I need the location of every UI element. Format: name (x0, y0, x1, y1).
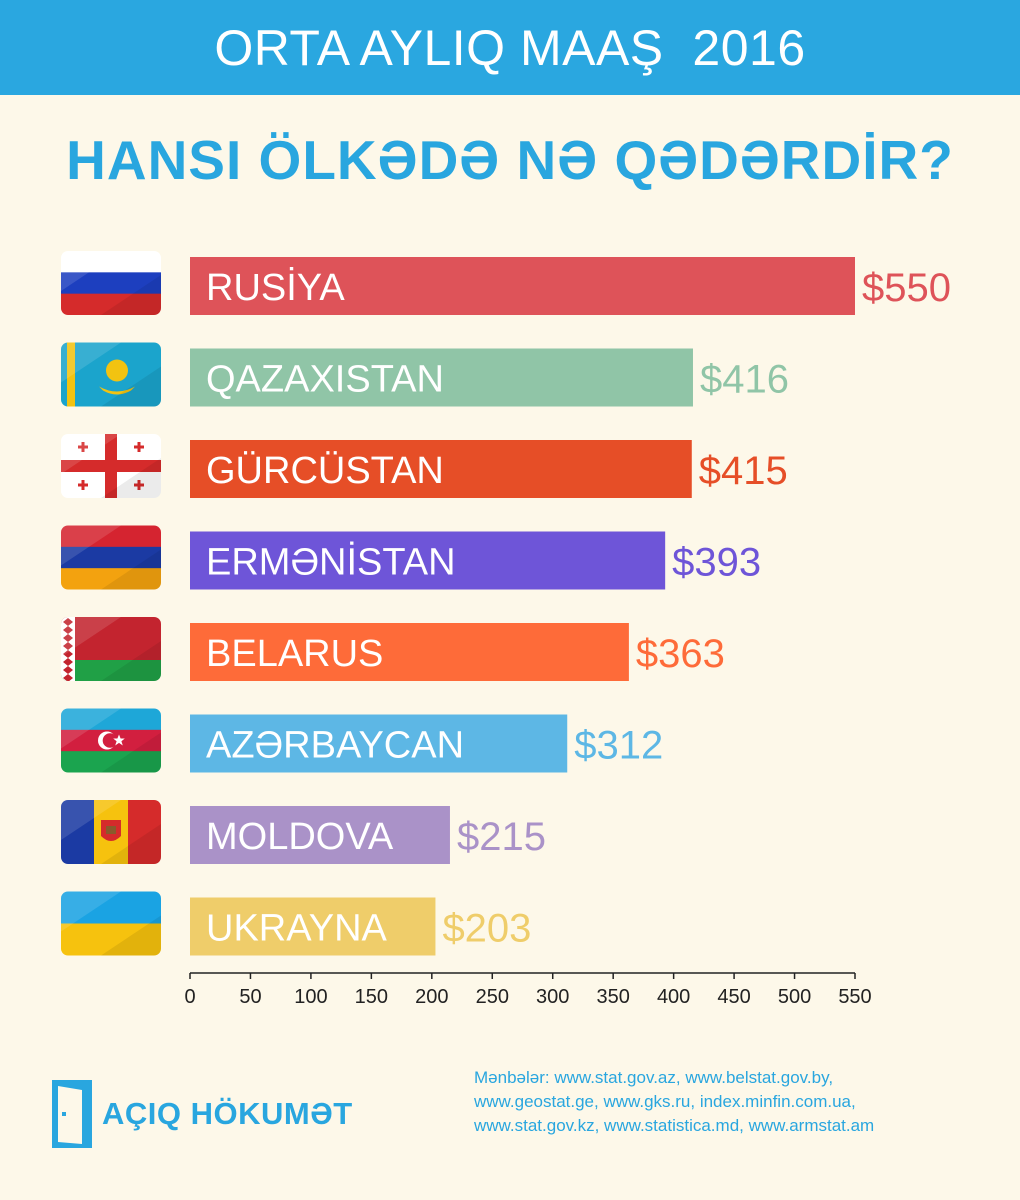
ukraine-flag (61, 891, 161, 956)
bar (190, 257, 855, 315)
x-tick-label: 350 (596, 986, 629, 1008)
bar-category-label: GÜRCÜSTAN (206, 450, 444, 492)
bar (190, 440, 692, 498)
x-tick-label: 450 (717, 986, 750, 1008)
logo-text: AÇIQ HÖKUMƏT (102, 1096, 353, 1131)
bar-category-label: AZƏRBAYCAN (206, 725, 464, 767)
page-subtitle: HANSI ÖLKƏDƏ NƏ QƏDƏRDİR? (66, 129, 954, 191)
bar (190, 623, 629, 681)
x-tick-label: 400 (657, 986, 690, 1008)
sources-note: Mənbələr: www.stat.gov.az, www.belstat.g… (474, 1066, 994, 1138)
bar-category-label: MOLDOVA (206, 816, 394, 858)
bar-value-label: $203 (442, 907, 531, 951)
belarus-flag (61, 617, 161, 681)
x-tick-label: 200 (415, 986, 448, 1008)
georgia-flag (61, 434, 161, 498)
bar (190, 806, 450, 864)
x-tick-label: 300 (536, 986, 569, 1008)
bar-value-label: $393 (672, 541, 761, 585)
x-tick-label: 150 (355, 986, 388, 1008)
x-tick-label: 250 (476, 986, 509, 1008)
x-tick-label: 500 (778, 986, 811, 1008)
page-title: ORTA AYLIQ MAAŞ 2016 (214, 19, 806, 76)
armenia-flag (61, 525, 161, 590)
x-tick-label: 550 (838, 986, 871, 1008)
russia-flag (61, 251, 161, 315)
sources-line: Mənbələr: www.stat.gov.az, www.belstat.g… (474, 1068, 834, 1087)
bar-value-label: $363 (636, 632, 725, 676)
azerbaijan-flag (61, 708, 161, 773)
bar-value-label: $550 (862, 266, 951, 310)
bar-value-label: $415 (699, 449, 788, 493)
bar-value-label: $416 (700, 358, 789, 402)
moldova-flag (61, 800, 161, 864)
bar-category-label: QAZAXISTAN (206, 359, 444, 401)
open-door-icon (52, 1080, 92, 1148)
bar (190, 531, 666, 590)
sources-line: www.stat.gov.kz, www.statistica.md, www.… (474, 1116, 875, 1135)
bar (190, 897, 436, 956)
header-band: ORTA AYLIQ MAAŞ 2016 (0, 0, 1020, 95)
bar (190, 714, 568, 773)
bar-category-label: RUSİYA (206, 266, 345, 309)
sources-line: www.geostat.ge, www.gks.ru, index.minfin… (474, 1092, 856, 1111)
salary-bar-chart: RUSİYA $550 QAZAXISTAN $416 GÜRCÜSTAN $415 ERM… (61, 251, 951, 1008)
bar-value-label: $312 (574, 724, 663, 768)
bar (190, 348, 693, 407)
bar-category-label: ERMƏNİSTAN (206, 541, 456, 584)
x-tick-label: 50 (239, 986, 261, 1008)
bar-value-label: $215 (457, 815, 546, 859)
x-tick-label: 100 (294, 986, 327, 1008)
kazakhstan-flag (61, 342, 161, 407)
x-tick-label: 0 (184, 986, 195, 1008)
bar-category-label: UKRAYNA (206, 908, 388, 950)
bar-category-label: BELARUS (206, 633, 383, 675)
logo: AÇIQ HÖKUMƏT (52, 1076, 362, 1152)
